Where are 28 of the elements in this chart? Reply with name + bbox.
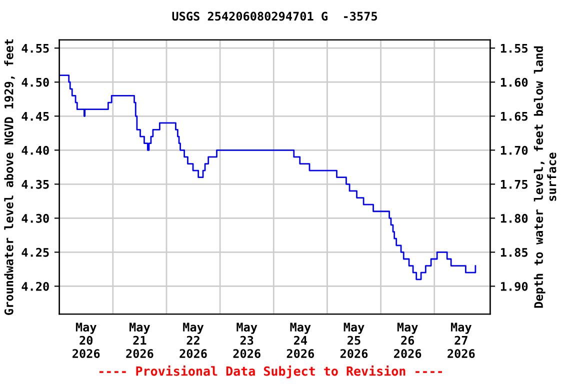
y2-tick-label: 1.75 — [500, 180, 528, 189]
text: ---- Provisional Data Subject to Revision ---- — [99, 365, 442, 378]
y2-tick-label: 1.55 — [500, 44, 528, 53]
y-tick-label: 4.35 — [22, 180, 49, 189]
y2-tick-label: 1.70 — [500, 146, 528, 155]
y-tick-label: 4.25 — [22, 248, 49, 257]
y-axis-title: Groundwater level above NGVD 1929, feet — [4, 39, 15, 315]
x-tick-label: May 23 2026 — [233, 322, 260, 358]
chart-title: USGS 254206080294701 G -3575 — [172, 12, 378, 21]
x-tick-label: May 27 2026 — [448, 322, 475, 358]
x-tick-label: May 24 2026 — [286, 322, 314, 358]
x-tick-label: May 25 2026 — [340, 322, 368, 358]
y-tick-label: 4.20 — [22, 282, 49, 291]
y-tick-label: 4.30 — [22, 214, 49, 223]
y-tick-label: 4.55 — [22, 44, 49, 53]
x-tick-label: May 21 2026 — [126, 322, 154, 358]
y2-tick-label: 1.85 — [500, 248, 528, 257]
y2-axis-title: Depth to water level, feet below land surface — [534, 46, 556, 308]
y-tick-label: 4.40 — [22, 146, 49, 155]
x-tick-label: May 20 2026 — [72, 322, 100, 358]
y-tick-label: 4.50 — [22, 78, 49, 87]
y-tick-label: 4.45 — [22, 112, 49, 121]
y2-tick-label: 1.80 — [500, 214, 528, 223]
y2-tick-label: 1.65 — [500, 112, 528, 121]
y2-tick-label: 1.60 — [500, 78, 528, 87]
x-tick-label: May 26 2026 — [394, 322, 422, 358]
y2-tick-label: 1.90 — [500, 282, 528, 291]
x-tick-label: May 22 2026 — [180, 322, 207, 358]
